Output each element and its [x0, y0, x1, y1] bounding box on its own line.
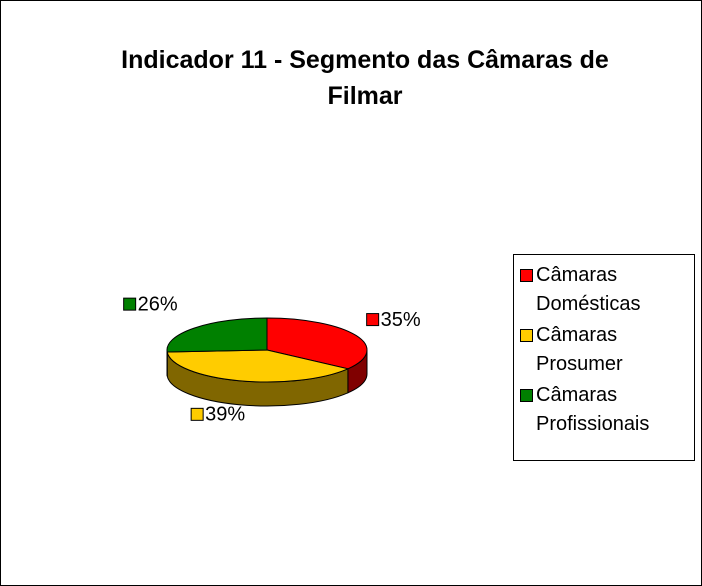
legend-swatch — [520, 389, 533, 402]
data-label: 26% — [138, 293, 178, 315]
legend-item: Câmaras Domésticas — [518, 261, 690, 319]
data-label: 39% — [205, 404, 245, 426]
slice — [166, 349, 350, 383]
slice — [266, 317, 368, 370]
legend-swatch — [520, 269, 533, 282]
data-label: 35% — [381, 309, 421, 331]
legend-swatch — [520, 329, 533, 342]
legend: Câmaras Domésticas Câmaras Prosumer Câmara… — [513, 254, 695, 461]
legend-label: Câmaras Prosumer — [536, 324, 623, 375]
label-swatch — [366, 313, 380, 327]
label-swatch — [190, 407, 204, 421]
legend-label: Câmaras Domésticas — [536, 264, 641, 315]
legend-item: Câmaras Profissionais — [518, 381, 690, 439]
slice — [166, 317, 268, 353]
legend-item: Câmaras Prosumer — [518, 321, 690, 379]
chart-title: Indicador 11 - Segmento das Câmaras de F… — [121, 46, 609, 110]
label-swatch — [123, 297, 137, 311]
legend-label: Câmaras Profissionais — [536, 384, 650, 435]
